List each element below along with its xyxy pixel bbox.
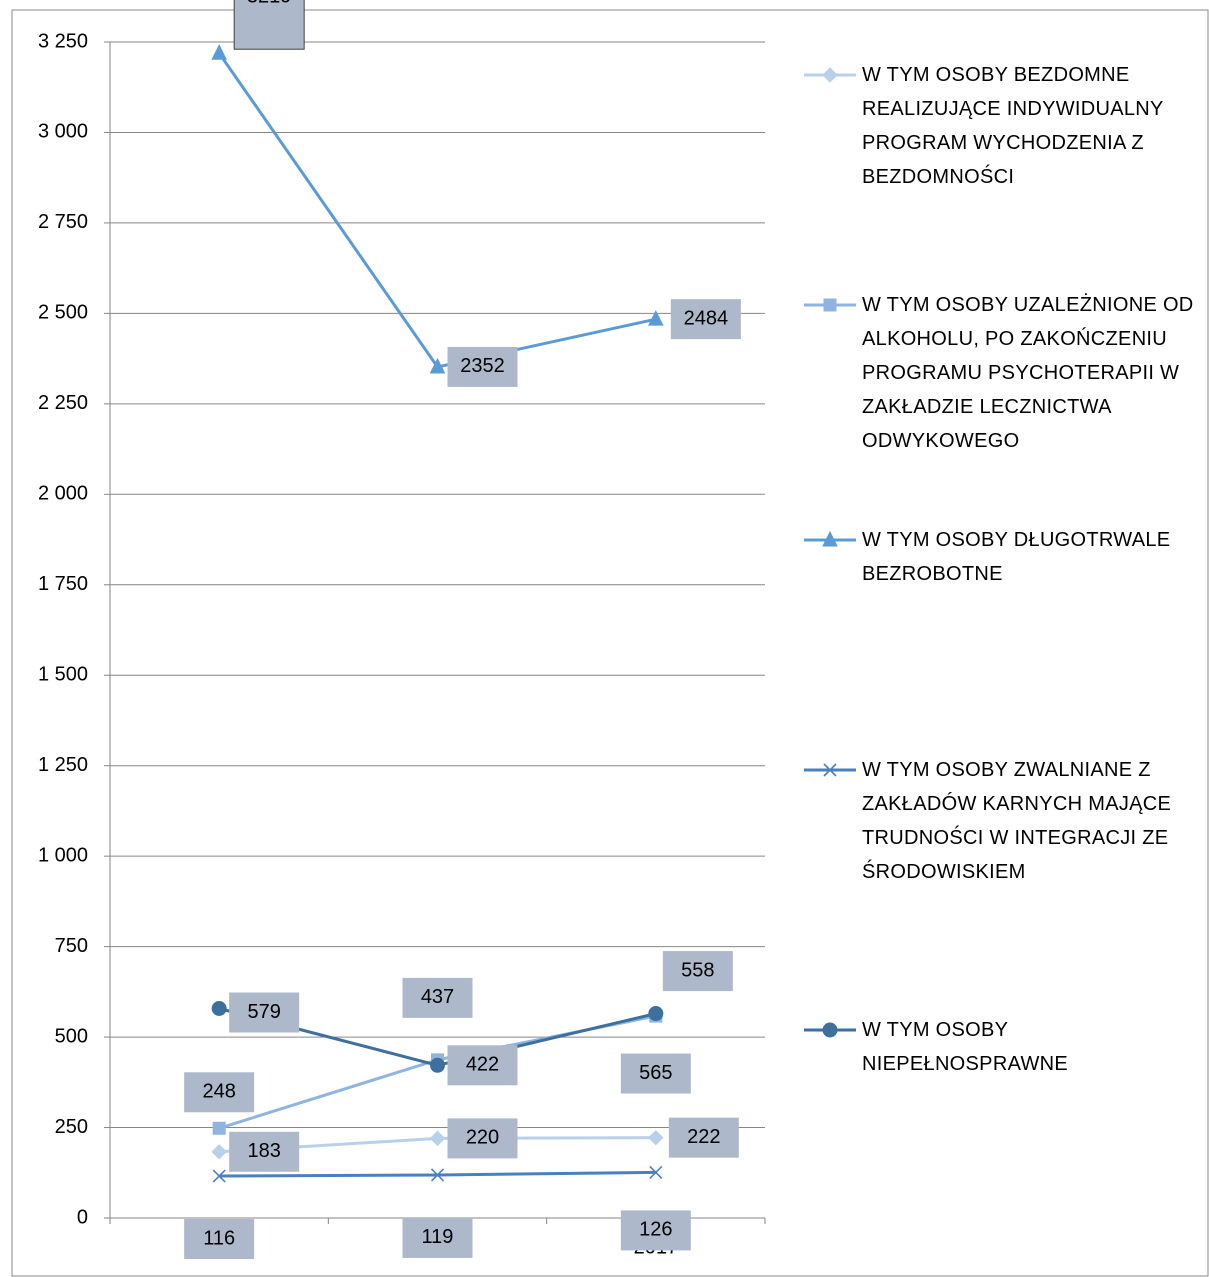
data-label-box xyxy=(447,1118,518,1159)
data-label: 579 xyxy=(247,1001,280,1023)
legend-marker xyxy=(822,67,838,83)
point-marker xyxy=(212,1169,226,1183)
data-label-box xyxy=(233,0,305,50)
legend-label: W TYM OSOBY UZALEŻNIONE OD ALKOHOLU, PO … xyxy=(862,294,1194,452)
y-tick-label: 0 xyxy=(77,1206,88,1228)
chart-border xyxy=(11,9,1209,1277)
point-marker xyxy=(649,1165,663,1179)
point-marker xyxy=(430,1168,445,1182)
data-label-box xyxy=(447,346,518,387)
point-marker xyxy=(211,44,227,60)
legend-label: W TYM OSOBY BEZDOMNE REALIZUJĄCE INDYWID… xyxy=(862,64,1164,188)
data-label-box xyxy=(184,1219,255,1260)
y-tick-label: 3 000 xyxy=(38,121,88,143)
data-label-box xyxy=(668,1117,739,1158)
data-label: 3219 xyxy=(247,0,292,7)
data-label: 558 xyxy=(681,959,714,981)
y-tick-label: 1 500 xyxy=(38,664,88,686)
data-label-box xyxy=(620,1210,691,1251)
data-label-box xyxy=(670,299,741,340)
data-label-box xyxy=(402,1217,473,1258)
data-label-box xyxy=(229,992,300,1033)
y-tick-label: 2 500 xyxy=(38,302,88,324)
legend-label: W TYM OSOBY ZWALNIANE Z ZAKŁADÓW KARNYCH… xyxy=(862,759,1172,883)
data-label-box xyxy=(447,1045,518,1086)
point-marker xyxy=(648,1006,664,1022)
legend-marker xyxy=(822,1022,838,1038)
data-label: 126 xyxy=(639,1219,672,1241)
data-label: 248 xyxy=(202,1081,235,1103)
point-marker xyxy=(429,357,446,374)
data-label-box xyxy=(402,977,473,1018)
data-label: 220 xyxy=(466,1127,499,1149)
point-marker xyxy=(211,1000,227,1016)
legend-swatch xyxy=(804,763,856,777)
legend-marker xyxy=(823,298,837,312)
point-marker xyxy=(648,1129,664,1146)
data-label: 119 xyxy=(422,1226,454,1248)
data-label: 437 xyxy=(421,986,454,1008)
legend-marker xyxy=(822,530,838,547)
legend-marker xyxy=(823,763,837,777)
y-tick-label: 1 750 xyxy=(38,573,88,595)
legend-swatch xyxy=(804,67,856,83)
point-marker xyxy=(648,310,664,326)
data-label: 183 xyxy=(247,1140,280,1162)
data-label: 116 xyxy=(203,1227,235,1249)
legend-swatch xyxy=(804,530,856,547)
y-tick-label: 250 xyxy=(55,1116,88,1138)
data-label: 565 xyxy=(639,1062,672,1084)
y-tick-label: 1 000 xyxy=(38,844,88,866)
y-tick-label: 1 250 xyxy=(38,754,88,776)
data-label-box xyxy=(229,1131,300,1172)
y-tick-label: 2 250 xyxy=(38,392,88,414)
data-label: 422 xyxy=(466,1054,499,1076)
y-tick-label: 2 750 xyxy=(38,211,88,233)
legend-swatch xyxy=(804,298,856,312)
y-tick-label: 3 250 xyxy=(38,30,88,52)
legend-swatch xyxy=(804,1022,856,1038)
point-marker xyxy=(211,1144,227,1160)
y-tick-label: 750 xyxy=(55,935,88,957)
data-label-box xyxy=(184,1072,255,1113)
data-label: 2352 xyxy=(460,355,505,377)
legend-label: W TYM OSOBY DŁUGOTRWALE BEZROBOTNE xyxy=(862,529,1171,585)
legend-label: W TYM OSOBY NIEPEŁNOSPRAWNE xyxy=(862,1019,1069,1075)
data-label-box xyxy=(620,1053,691,1094)
point-marker xyxy=(430,1057,445,1073)
y-tick-label: 2 000 xyxy=(38,483,88,505)
data-label: 2484 xyxy=(684,307,729,329)
y-tick-label: 500 xyxy=(55,1025,88,1047)
data-label: 222 xyxy=(687,1126,720,1148)
point-marker xyxy=(429,1130,446,1147)
data-label-box xyxy=(662,951,733,992)
point-marker xyxy=(212,1121,226,1135)
